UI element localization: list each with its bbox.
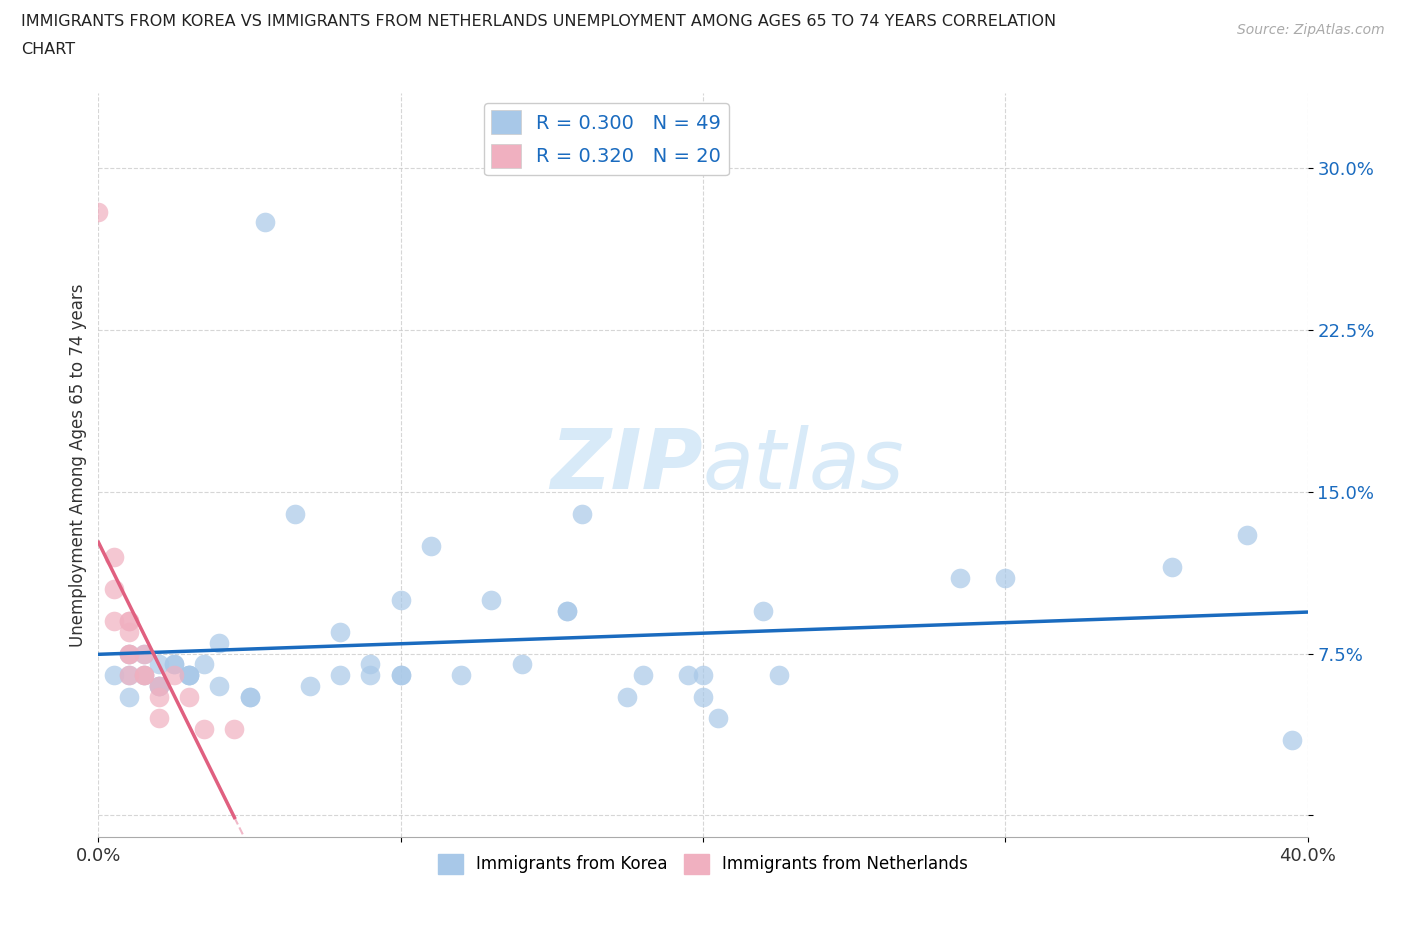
- Point: [616, 689, 638, 704]
- Point: [389, 668, 412, 683]
- Point: [103, 581, 125, 596]
- Point: [360, 668, 382, 683]
- Point: [118, 646, 141, 661]
- Point: [132, 646, 155, 661]
- Point: [555, 604, 578, 618]
- Point: [118, 625, 141, 640]
- Point: [132, 668, 155, 683]
- Point: [239, 689, 262, 704]
- Point: [752, 604, 775, 618]
- Point: [132, 668, 155, 683]
- Point: [148, 689, 170, 704]
- Point: [329, 668, 352, 683]
- Point: [148, 711, 170, 725]
- Point: [103, 614, 125, 629]
- Point: [103, 550, 125, 565]
- Point: [329, 625, 352, 640]
- Point: [148, 679, 170, 694]
- Point: [360, 657, 382, 671]
- Point: [148, 657, 170, 671]
- Text: IMMIGRANTS FROM KOREA VS IMMIGRANTS FROM NETHERLANDS UNEMPLOYMENT AMONG AGES 65 : IMMIGRANTS FROM KOREA VS IMMIGRANTS FROM…: [21, 14, 1056, 29]
- Legend: Immigrants from Korea, Immigrants from Netherlands: Immigrants from Korea, Immigrants from N…: [432, 847, 974, 881]
- Point: [1160, 560, 1182, 575]
- Point: [707, 711, 730, 725]
- Point: [193, 657, 215, 671]
- Point: [1236, 527, 1258, 542]
- Point: [118, 668, 141, 683]
- Point: [420, 538, 443, 553]
- Point: [450, 668, 472, 683]
- Point: [692, 689, 714, 704]
- Point: [481, 592, 503, 607]
- Point: [179, 689, 201, 704]
- Point: [118, 689, 141, 704]
- Point: [389, 592, 412, 607]
- Point: [631, 668, 654, 683]
- Y-axis label: Unemployment Among Ages 65 to 74 years: Unemployment Among Ages 65 to 74 years: [69, 284, 87, 646]
- Point: [253, 215, 276, 230]
- Text: CHART: CHART: [21, 42, 75, 57]
- Point: [179, 668, 201, 683]
- Point: [768, 668, 790, 683]
- Point: [299, 679, 322, 694]
- Point: [132, 668, 155, 683]
- Point: [510, 657, 533, 671]
- Point: [163, 668, 186, 683]
- Point: [676, 668, 699, 683]
- Point: [239, 689, 262, 704]
- Point: [148, 679, 170, 694]
- Point: [1281, 733, 1303, 748]
- Point: [179, 668, 201, 683]
- Point: [949, 571, 972, 586]
- Point: [389, 668, 412, 683]
- Point: [555, 604, 578, 618]
- Point: [193, 722, 215, 737]
- Point: [571, 506, 593, 521]
- Point: [163, 657, 186, 671]
- Point: [118, 614, 141, 629]
- Point: [692, 668, 714, 683]
- Point: [163, 657, 186, 671]
- Point: [118, 668, 141, 683]
- Point: [208, 679, 231, 694]
- Point: [103, 668, 125, 683]
- Point: [118, 646, 141, 661]
- Point: [118, 614, 141, 629]
- Point: [994, 571, 1017, 586]
- Point: [118, 646, 141, 661]
- Point: [208, 635, 231, 650]
- Point: [179, 668, 201, 683]
- Text: atlas: atlas: [703, 424, 904, 506]
- Point: [224, 722, 246, 737]
- Point: [132, 646, 155, 661]
- Point: [284, 506, 307, 521]
- Point: [148, 679, 170, 694]
- Text: ZIP: ZIP: [550, 424, 703, 506]
- Point: [87, 205, 110, 219]
- Text: Source: ZipAtlas.com: Source: ZipAtlas.com: [1237, 23, 1385, 37]
